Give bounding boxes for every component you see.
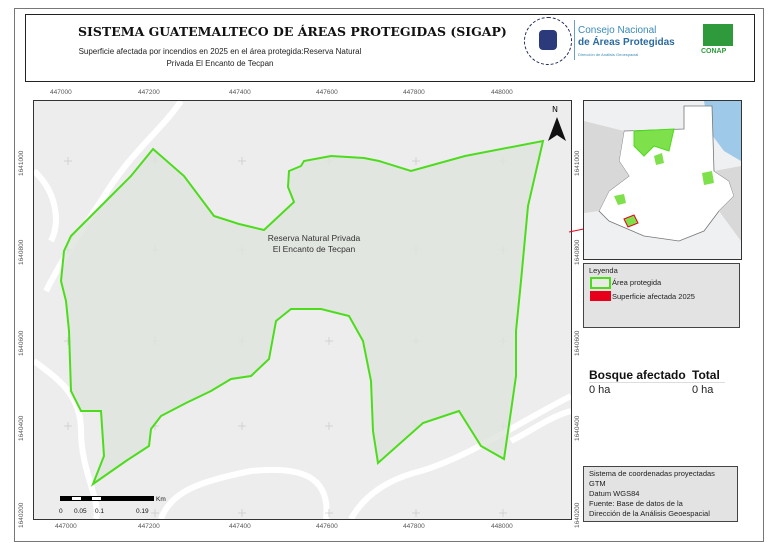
x-tick-bottom: 448000	[491, 523, 513, 530]
x-tick-bottom: 447600	[316, 523, 338, 530]
y-tick-left: 1640600	[18, 330, 25, 356]
conap-badge: CONAP	[701, 48, 727, 55]
y-tick-right: 1640200	[574, 502, 581, 528]
area-label: Reserva Natural Privada El Encanto de Te…	[267, 233, 361, 254]
info-line: GTM	[589, 479, 606, 488]
government-seal-logo	[524, 17, 572, 65]
stat-value-total: 0 ha	[692, 384, 714, 396]
conap-emblem-icon	[703, 24, 733, 46]
locator-inset-map[interactable]	[583, 100, 742, 260]
north-arrow-icon	[548, 117, 566, 141]
info-panel: Sistema de coordenadas proyectadas GTM D…	[583, 466, 738, 522]
conap-logo-line3: Dirección de Análisis Geoespacial	[578, 52, 639, 57]
legend-swatch-affected-area	[590, 291, 611, 301]
scale-label: 0.1	[95, 508, 105, 515]
x-tick-top: 447000	[50, 89, 72, 96]
map-canvas	[34, 101, 571, 519]
info-line: Sistema de coordenadas proyectadas	[589, 469, 715, 478]
stat-value-bosque: 0 ha	[589, 384, 611, 396]
stat-header-bosque: Bosque afectado	[589, 368, 686, 382]
scale-unit: Km	[156, 496, 166, 503]
page-subtitle: Superficie afectada por incendios en 202…	[78, 47, 362, 68]
x-tick-top: 447600	[316, 89, 338, 96]
guatemala-locator-map	[584, 101, 741, 242]
x-tick-top: 447200	[138, 89, 160, 96]
y-tick-left: 1640800	[18, 239, 25, 265]
stat-header-total: Total	[692, 368, 720, 382]
x-tick-bottom: 447800	[403, 523, 425, 530]
legend-label: Superficie afectada 2025	[612, 292, 695, 301]
legend-title: Leyenda	[589, 266, 618, 275]
stat-divider	[589, 382, 725, 383]
x-tick-bottom: 447400	[229, 523, 251, 530]
x-tick-top: 447800	[403, 89, 425, 96]
y-tick-right: 1640800	[574, 239, 581, 265]
north-label: N	[552, 105, 558, 114]
x-tick-bottom: 447200	[138, 523, 160, 530]
protected-area-boundary[interactable]	[59, 139, 545, 487]
y-tick-right: 1640600	[574, 330, 581, 356]
x-tick-top: 447400	[229, 89, 251, 96]
y-tick-right: 1640400	[574, 415, 581, 441]
info-line: Datum WGS84	[589, 489, 640, 498]
x-tick-bottom: 447000	[55, 523, 77, 530]
scale-label: 0.05	[74, 508, 87, 515]
scale-bar	[60, 496, 154, 501]
header-panel	[25, 14, 755, 82]
conap-logo-line1: Consejo Nacional	[578, 25, 657, 36]
scale-label: 0.19	[136, 508, 149, 515]
legend-swatch-protected-area	[590, 277, 611, 289]
y-tick-left: 1641000	[18, 150, 25, 176]
info-line: Dirección de la Análisis Geoespacial	[589, 509, 710, 518]
legend-label: Área protegida	[612, 278, 662, 287]
scale-label: 0	[59, 508, 63, 515]
info-line: Fuente: Base de datos de la	[589, 499, 683, 508]
y-tick-right: 1641000	[574, 150, 581, 176]
logo-divider	[574, 20, 575, 60]
page-title: SISTEMA GUATEMALTECO DE ÁREAS PROTEGIDAS…	[78, 24, 507, 39]
x-tick-top: 448000	[491, 89, 513, 96]
layout-frame	[14, 8, 764, 542]
conap-logo-line2: de Áreas Protegidas	[578, 37, 675, 48]
y-tick-left: 1640400	[18, 415, 25, 441]
y-tick-left: 1640200	[18, 502, 25, 528]
main-map[interactable]: Reserva Natural Privada El Encanto de Te…	[33, 100, 572, 520]
legend-panel: Leyenda Área protegida Superficie afecta…	[583, 263, 740, 328]
